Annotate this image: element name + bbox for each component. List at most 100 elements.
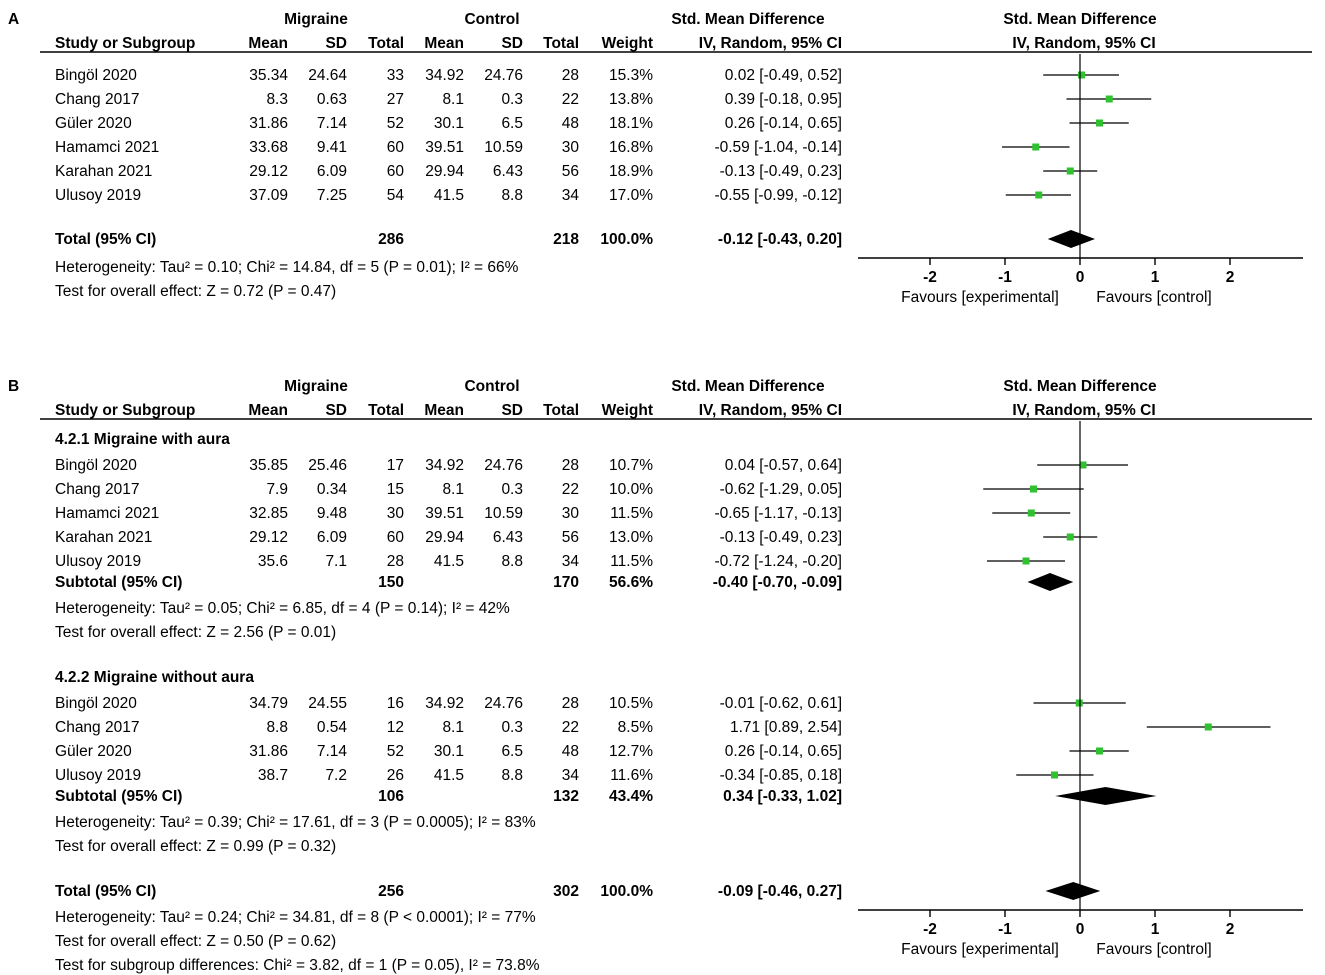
weight: 18.9% xyxy=(609,163,653,180)
weight: 12.7% xyxy=(609,743,653,760)
point-estimate-marker xyxy=(1075,699,1083,707)
study-name: Hamamci 2021 xyxy=(55,505,159,522)
total-ctrl: 22 xyxy=(562,481,579,498)
weight: 11.6% xyxy=(610,767,653,784)
sd-exp: 0.34 xyxy=(317,481,348,498)
total-ctrl: 30 xyxy=(562,505,580,522)
total-exp: 12 xyxy=(387,719,404,736)
summary-total-exp: 150 xyxy=(378,574,404,591)
mean-exp: 29.12 xyxy=(249,163,288,180)
header-effect: Std. Mean Difference xyxy=(671,378,825,395)
summary-label: Total (95% CI) xyxy=(55,883,156,900)
subgroup-title: 4.2.1 Migraine with aura xyxy=(55,431,230,448)
ci-text: -0.59 [-1.04, -0.14] xyxy=(714,139,842,156)
footer-line: Test for overall effect: Z = 0.50 (P = 0… xyxy=(55,933,336,950)
mean-ctrl: 30.1 xyxy=(434,115,464,132)
mean-ctrl: 34.92 xyxy=(425,695,464,712)
x-tick-label: 2 xyxy=(1226,921,1235,938)
study-name: Ulusoy 2019 xyxy=(55,767,141,784)
sd-ctrl: 0.3 xyxy=(501,91,523,108)
mean-exp: 7.9 xyxy=(266,481,288,498)
mean-ctrl: 29.94 xyxy=(425,163,464,180)
x-tick-label: -2 xyxy=(923,921,937,938)
summary-diamond xyxy=(1047,230,1095,248)
sd-exp: 0.63 xyxy=(317,91,347,108)
x-tick-label: -1 xyxy=(998,269,1012,286)
summary-total-exp: 256 xyxy=(378,883,404,900)
panel-label-b: B xyxy=(8,378,19,395)
summary-weight: 100.0% xyxy=(600,231,653,248)
study-name: Ulusoy 2019 xyxy=(55,187,141,204)
sd-exp: 9.48 xyxy=(317,505,347,522)
mean-exp: 32.85 xyxy=(249,505,288,522)
weight: 13.0% xyxy=(609,529,653,546)
ci-text: -0.55 [-0.99, -0.12] xyxy=(714,187,842,204)
favours-left-label: Favours [experimental] xyxy=(901,941,1059,958)
summary-total-ctrl: 132 xyxy=(553,788,579,805)
mean-ctrl: 39.51 xyxy=(425,505,464,522)
col-plot-ci: IV, Random, 95% CI xyxy=(1012,402,1155,419)
x-tick-label: 1 xyxy=(1151,921,1160,938)
mean-ctrl: 41.5 xyxy=(434,553,464,570)
col-study: Study or Subgroup xyxy=(55,402,195,419)
sd-exp: 0.54 xyxy=(317,719,348,736)
summary-ci-text: 0.34 [-0.33, 1.02] xyxy=(723,788,842,805)
weight: 10.5% xyxy=(609,695,653,712)
col-study: Study or Subgroup xyxy=(55,35,195,52)
sd-ctrl: 0.3 xyxy=(501,481,523,498)
point-estimate-marker xyxy=(1035,191,1043,199)
point-estimate-marker xyxy=(1096,747,1103,755)
weight: 16.8% xyxy=(609,139,653,156)
sd-exp: 24.55 xyxy=(308,695,347,712)
col-sd-e: SD xyxy=(325,35,347,52)
point-estimate-marker xyxy=(1066,533,1074,541)
sd-ctrl: 0.3 xyxy=(501,719,523,736)
col-ci: IV, Random, 95% CI xyxy=(699,35,842,52)
mean-ctrl: 30.1 xyxy=(434,743,464,760)
col-sd-e: SD xyxy=(325,402,347,419)
study-name: Karahan 2021 xyxy=(55,529,152,546)
sd-ctrl: 10.59 xyxy=(484,139,523,156)
total-exp: 54 xyxy=(387,187,405,204)
sd-ctrl: 8.8 xyxy=(501,553,523,570)
ci-text: 1.71 [0.89, 2.54] xyxy=(730,719,842,736)
weight: 11.5% xyxy=(610,553,653,570)
point-estimate-marker xyxy=(1022,557,1030,565)
total-exp: 16 xyxy=(387,695,404,712)
footer-line: Heterogeneity: Tau² = 0.24; Chi² = 34.81… xyxy=(55,909,536,926)
subgroup-heterogeneity: Heterogeneity: Tau² = 0.39; Chi² = 17.61… xyxy=(55,814,536,831)
point-estimate-marker xyxy=(1027,509,1035,517)
panel-label-a: A xyxy=(8,11,19,28)
total-ctrl: 22 xyxy=(562,719,579,736)
summary-total-ctrl: 302 xyxy=(553,883,579,900)
col-mean-c: Mean xyxy=(424,35,464,52)
point-estimate-marker xyxy=(1051,771,1058,779)
study-name: Karahan 2021 xyxy=(55,163,152,180)
total-exp: 60 xyxy=(387,139,405,156)
sd-ctrl: 10.59 xyxy=(484,505,523,522)
study-name: Chang 2017 xyxy=(55,481,139,498)
summary-diamond xyxy=(1055,787,1157,805)
point-estimate-marker xyxy=(1066,167,1074,175)
mean-ctrl: 34.92 xyxy=(425,457,464,474)
point-estimate-marker xyxy=(1030,485,1037,493)
ci-text: -0.65 [-1.17, -0.13] xyxy=(714,505,842,522)
mean-exp: 8.3 xyxy=(266,91,288,108)
total-ctrl: 34 xyxy=(562,553,580,570)
mean-exp: 8.8 xyxy=(266,719,288,736)
x-tick-label: 2 xyxy=(1226,269,1235,286)
ci-text: -0.62 [-1.29, 0.05] xyxy=(720,481,842,498)
point-estimate-marker xyxy=(1079,461,1087,469)
point-estimate-marker xyxy=(1105,95,1113,103)
summary-total-ctrl: 170 xyxy=(553,574,579,591)
x-tick-label: 1 xyxy=(1151,269,1160,286)
ci-text: 0.04 [-0.57, 0.64] xyxy=(725,457,842,474)
weight: 10.7% xyxy=(609,457,653,474)
total-ctrl: 22 xyxy=(562,91,579,108)
study-name: Chang 2017 xyxy=(55,91,139,108)
footer-line: Heterogeneity: Tau² = 0.10; Chi² = 14.84… xyxy=(55,259,519,276)
point-estimate-marker xyxy=(1078,71,1085,79)
total-ctrl: 34 xyxy=(562,767,580,784)
total-exp: 52 xyxy=(387,743,404,760)
summary-total-ctrl: 218 xyxy=(553,231,579,248)
